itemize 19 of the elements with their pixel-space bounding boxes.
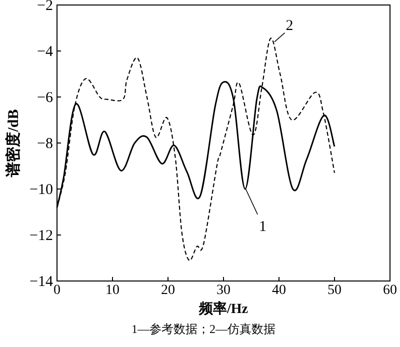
y-tick-label: −12 — [30, 228, 53, 244]
y-tick-label: −8 — [37, 136, 53, 152]
x-axis-title: 频率/Hz — [198, 300, 248, 317]
y-tick-label: −6 — [37, 90, 54, 106]
x-tick-label: 10 — [106, 283, 120, 298]
text: 1—参考数据；2—仿真数据 — [132, 322, 276, 336]
x-tick-label: 20 — [161, 283, 175, 298]
x-tick-label: 0 — [54, 283, 60, 298]
y-tick-label: −10 — [30, 182, 53, 198]
x-tick-label: 40 — [272, 283, 286, 298]
y-tick-label: −4 — [37, 44, 54, 60]
annotation: 2 — [286, 18, 294, 34]
x-tick-label: 30 — [216, 283, 230, 298]
y-axis-title: 谱密度/dB — [4, 109, 22, 178]
y-tick-label: −14 — [30, 274, 54, 290]
y-tick-label: −2 — [37, 0, 53, 14]
x-tick-label: 60 — [383, 283, 397, 298]
annotation: 1 — [258, 219, 266, 235]
x-tick-label: 50 — [328, 283, 342, 298]
